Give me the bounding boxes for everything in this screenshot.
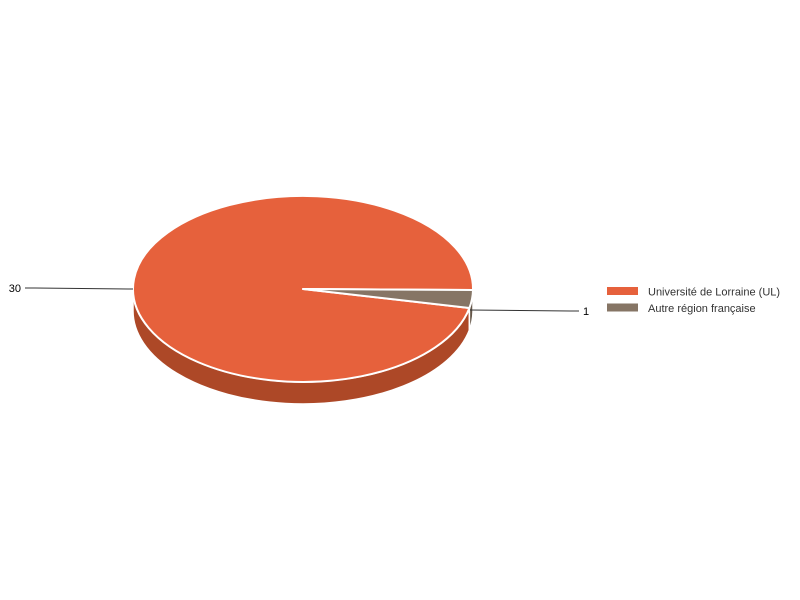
connector-line-universite-lorraine	[25, 287, 134, 290]
data-label-universite-lorraine-value: 30	[9, 283, 21, 295]
legend-item-universite-lorraine[interactable]: Université de Lorraine (UL)	[607, 287, 780, 299]
connector-line-autre-region	[469, 309, 579, 312]
legend-swatch-universite-lorraine	[607, 287, 638, 295]
legend: Université de Lorraine (UL) Autre région…	[607, 287, 780, 315]
legend-label-autre-region: Autre région française	[648, 303, 756, 315]
pie-slice-autre-region[interactable]	[302, 288, 474, 309]
legend-swatch-autre-region	[607, 303, 638, 312]
legend-item-autre-region[interactable]: Autre région française	[607, 303, 756, 315]
legend-label-universite-lorraine: Université de Lorraine (UL)	[648, 287, 780, 299]
data-label-autre-region-value: 1	[583, 306, 589, 318]
